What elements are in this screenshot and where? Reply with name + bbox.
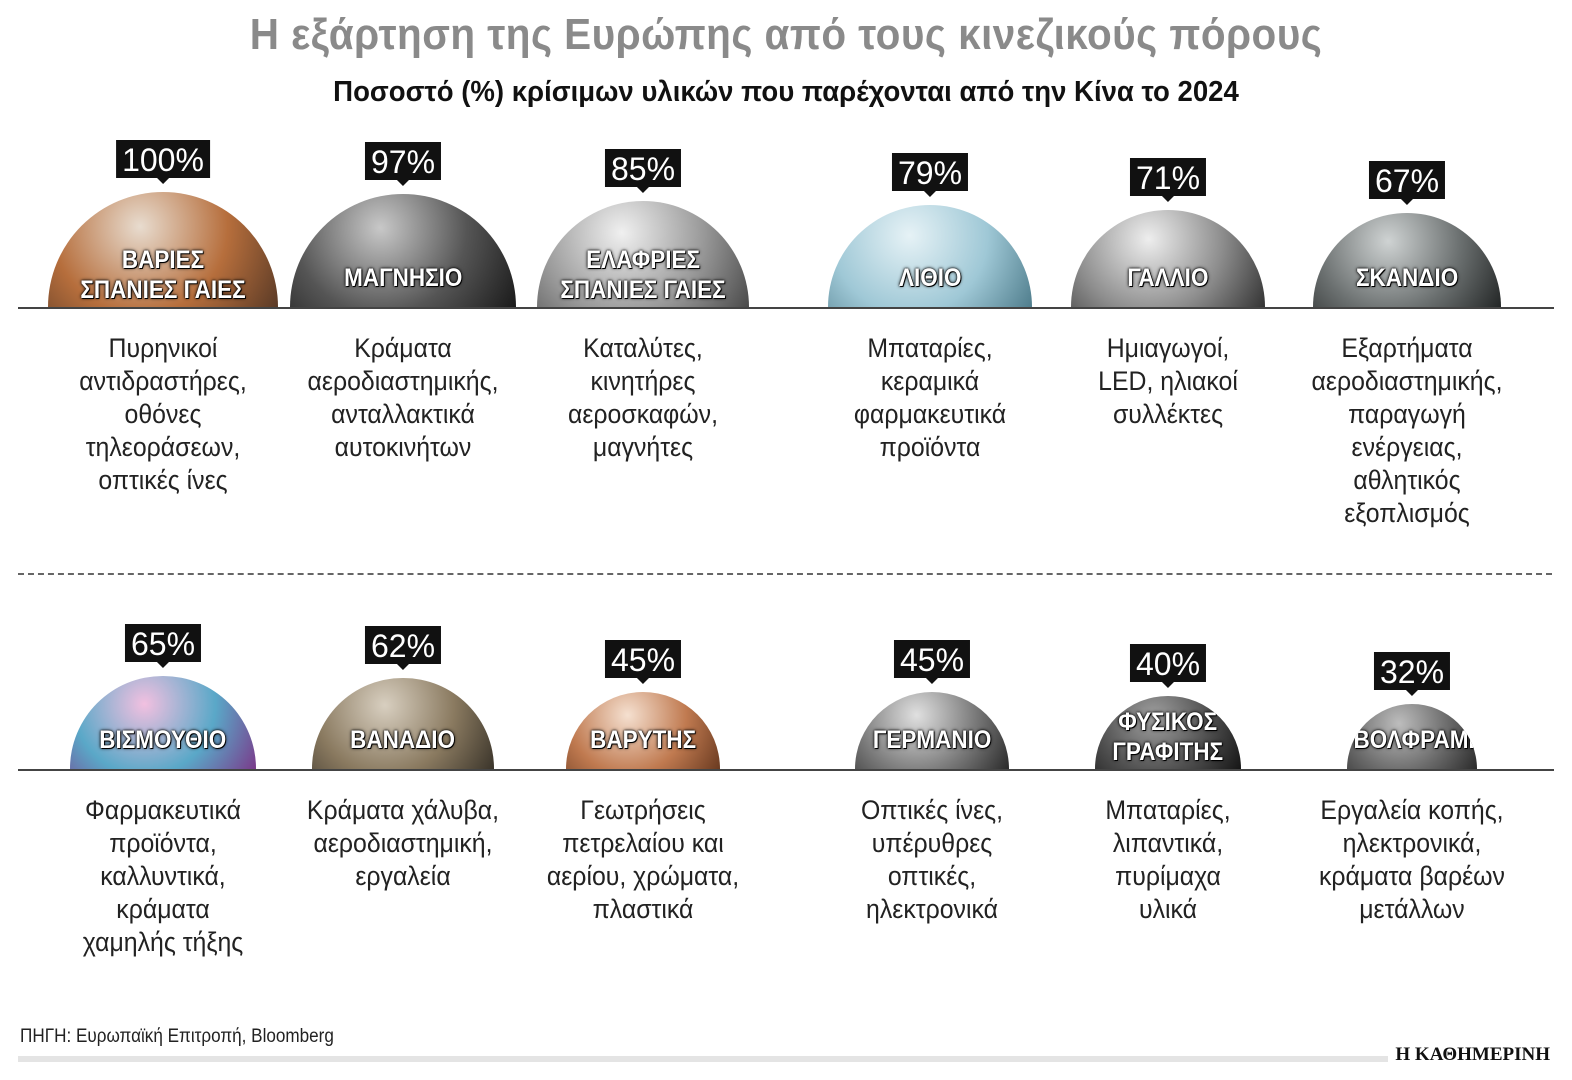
row-divider	[18, 573, 1552, 575]
material-name: ΒΑΡΙΕΣ ΣΠΑΝΙΕΣ ΓΑΙΕΣ	[80, 246, 246, 304]
material-dome: ΕΛΑΦΡΙΕΣ ΣΠΑΝΙΕΣ ΓΑΙΕΣ	[536, 200, 750, 307]
page-subtitle: Ποσοστό (%) κρίσιμων υλικών που παρέχοντ…	[333, 76, 1239, 108]
material-dome: ΓΑΛΛΙΟ	[1071, 210, 1265, 307]
percentage-label: 85%	[604, 148, 682, 193]
material-name: ΒΙΣΜΟΥΘΙΟ	[99, 725, 227, 754]
material-dome: ΣΚΑΝΔΙΟ	[1312, 212, 1502, 307]
material-uses: Μπαταρίες, κεραμικά φαρμακευτικά προϊόντ…	[853, 333, 1007, 462]
material-name: ΜΑΓΝΗΣΙΟ	[343, 263, 463, 292]
material-dome: ΒΑΡΙΕΣ ΣΠΑΝΙΕΣ ΓΑΙΕΣ	[48, 192, 278, 307]
percentage-label: 65%	[124, 624, 202, 669]
percentage-label: 67%	[1368, 160, 1446, 205]
material-name: ΒΑΝΑΔΙΟ	[350, 725, 456, 754]
publisher-logo: Η ΚΑΘΗΜΕΡΙΝΗ	[1395, 1044, 1550, 1065]
material-dome: ΓΕΡΜΑΝΙΟ	[854, 691, 1010, 769]
material-dome: ΜΑΓΝΗΣΙΟ	[289, 193, 517, 307]
material-dome: ΒΟΛΦΡΑΜΙΟ	[1346, 703, 1478, 769]
material-uses: Εξαρτήματα αεροδιαστημικής, παραγωγή ενέ…	[1311, 333, 1503, 528]
material-dome: ΦΥΣΙΚΟΣ ΓΡΑΦΙΤΗΣ	[1095, 696, 1241, 769]
footer-bar	[18, 1056, 1388, 1062]
material-uses: Μπαταρίες, λιπαντικά, πυρίμαχα υλικά	[1105, 795, 1231, 924]
source-note: ΠΗΓΗ: Ευρωπαϊκή Επιτροπή, Bloomberg	[20, 1026, 334, 1047]
percentage-label: 32%	[1373, 651, 1451, 696]
material-name: ΓΕΡΜΑΝΙΟ	[872, 725, 992, 754]
material-name: ΒΟΛΦΡΑΜΙΟ	[1353, 725, 1477, 754]
material-uses: Γεωτρήσεις πετρελαίου και αερίου, χρώματ…	[546, 795, 740, 924]
material-dome: ΒΑΡΥΤΗΣ	[565, 691, 721, 769]
page-title: Η εξάρτηση της Ευρώπης από τους κινεζικο…	[249, 10, 1323, 59]
material-uses: Οπτικές ίνες, υπέρυθρες οπτικές, ηλεκτρο…	[860, 795, 1004, 924]
material-uses: Εργαλεία κοπής, ηλεκτρονικά, κράματα βαρ…	[1319, 795, 1505, 924]
percentage-label: 79%	[891, 152, 969, 197]
material-uses: Πυρηνικοί αντιδραστήρες, οθόνες τηλεοράσ…	[79, 333, 247, 495]
percentage-label: 45%	[604, 639, 682, 684]
material-name: ΦΥΣΙΚΟΣ ΓΡΑΦΙΤΗΣ	[1112, 707, 1224, 766]
percentage-label: 45%	[893, 639, 971, 684]
baseline-bottom	[18, 769, 1554, 771]
percentage-label: 100%	[116, 140, 210, 184]
material-uses: Ημιαγωγοί, LED, ηλιακοί συλλέκτες	[1098, 333, 1238, 429]
material-dome: ΒΙΣΜΟΥΘΙΟ	[70, 676, 256, 769]
percentage-label: 97%	[364, 141, 442, 186]
material-dome: ΒΑΝΑΔΙΟ	[312, 678, 494, 769]
material-dome: ΛΙΘΙΟ	[827, 204, 1033, 307]
material-name: ΓΑΛΛΙΟ	[1127, 263, 1209, 292]
material-uses: Κράματα αεροδιαστημικής, ανταλλακτικά αυ…	[307, 333, 499, 462]
material-name: ΒΑΡΥΤΗΣ	[589, 725, 696, 754]
material-uses: Κράματα χάλυβα, αεροδιαστημική, εργαλεία	[306, 795, 500, 891]
material-uses: Καταλύτες, κινητήρες αεροσκαφών, μαγνήτε…	[567, 333, 719, 462]
baseline-top	[18, 307, 1554, 309]
percentage-label: 71%	[1129, 158, 1207, 203]
material-uses: Φαρμακευτικά προϊόντα, καλλυντικά, κράμα…	[82, 795, 244, 957]
material-name: ΕΛΑΦΡΙΕΣ ΣΠΑΝΙΕΣ ΓΑΙΕΣ	[560, 245, 726, 304]
percentage-label: 40%	[1129, 644, 1207, 689]
material-name: ΛΙΘΙΟ	[898, 263, 962, 292]
material-name: ΣΚΑΝΔΙΟ	[1355, 263, 1459, 292]
percentage-label: 62%	[364, 626, 442, 671]
